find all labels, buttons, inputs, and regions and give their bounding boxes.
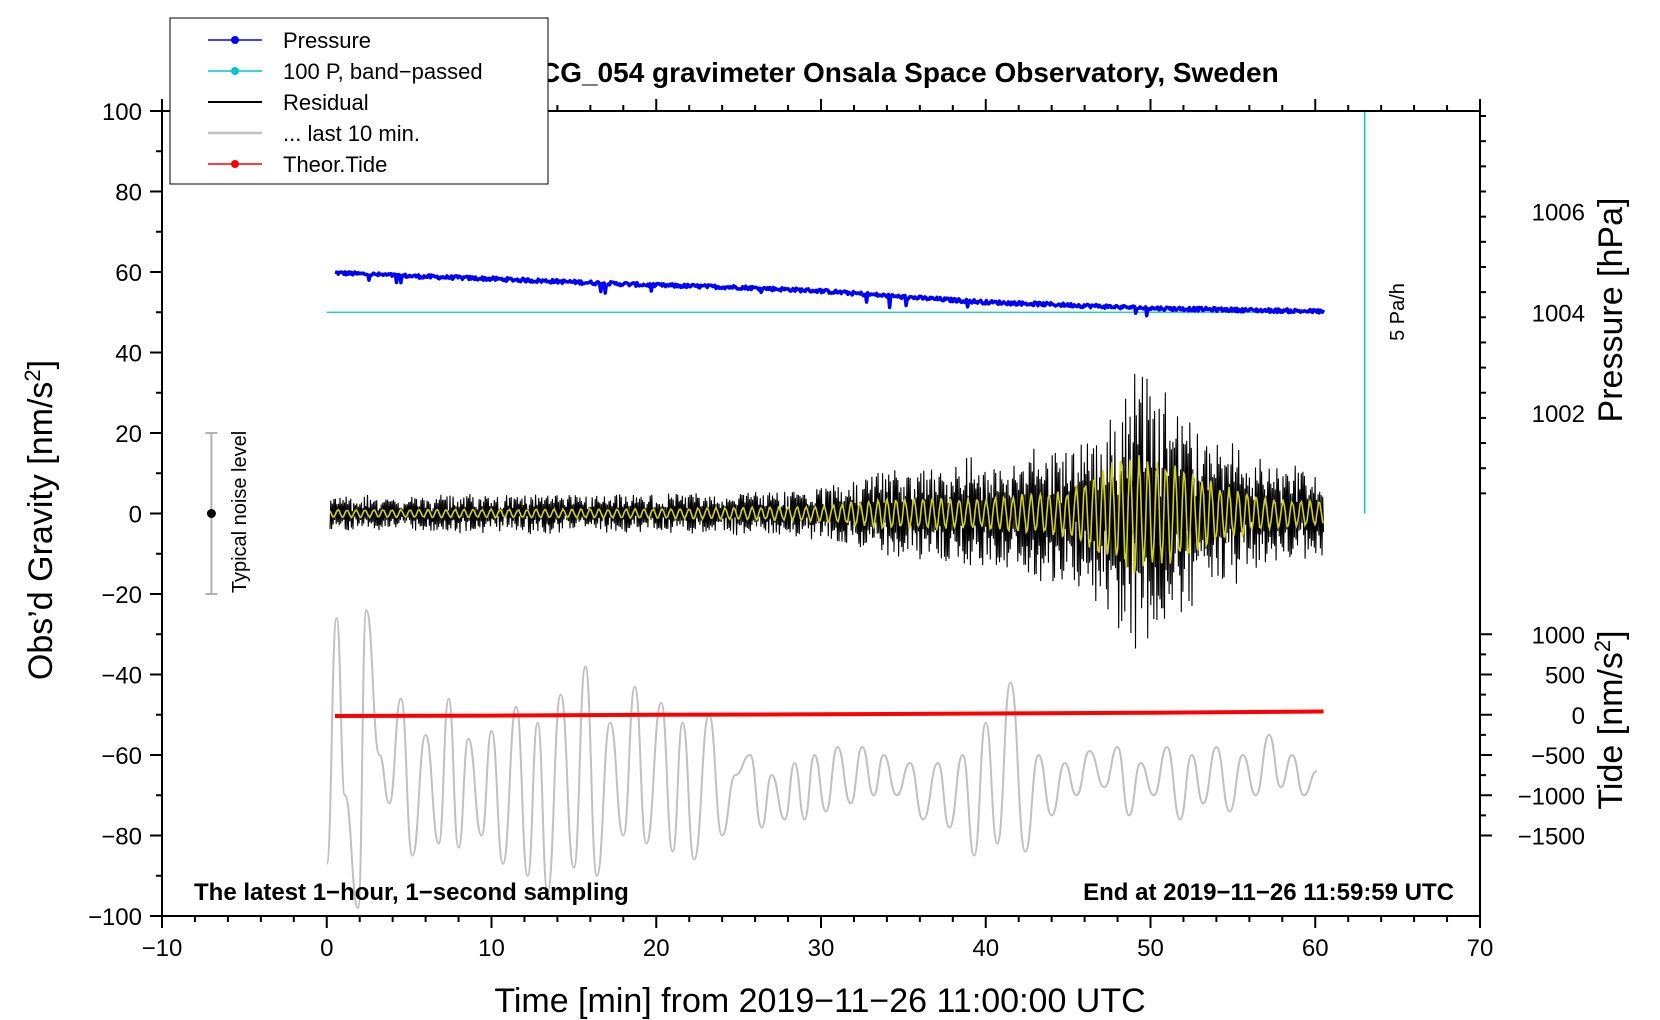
legend-label-theor-tide: Theor.Tide <box>283 152 387 177</box>
y-axis-tick-label: 100 <box>102 99 142 126</box>
y-axis-tick-label: 60 <box>115 260 142 287</box>
legend-label-band-passed: 100 P, band−passed <box>283 59 483 84</box>
noise-level-label: Typical noise level <box>229 431 251 593</box>
legend-marker-band-passed <box>231 67 239 75</box>
pressure-axis-tick-label: 1004 <box>1532 300 1585 327</box>
plot-frame <box>161 110 1481 917</box>
series-theor-tide-line <box>334 709 1324 718</box>
series-band-passed-signal <box>329 455 1324 573</box>
y-axis-tick-label: −80 <box>101 824 142 851</box>
legend-entry-residual: Residual <box>208 90 369 115</box>
y-axis-tick-label: −60 <box>101 743 142 770</box>
y-axis-title-pressure: Pressure [hPa] <box>1592 198 1630 423</box>
legend-entry-theor-tide: Theor.Tide <box>208 152 387 177</box>
y-axis-tick-label: −40 <box>101 663 142 690</box>
annotation-end-time: End at 2019−11−26 11:59:59 UTC <box>1083 879 1454 906</box>
chart-title: SCG_054 gravimeter Onsala Space Observat… <box>521 57 1278 88</box>
x-axis-tick-label: 30 <box>808 935 835 962</box>
tide-axis-tick-label: 1000 <box>1532 622 1585 649</box>
legend-label-pressure: Pressure <box>283 28 371 53</box>
legend-label-last-10-min: ... last 10 min. <box>283 121 420 146</box>
noise-bar-center-dot <box>206 509 216 518</box>
series-pressure-line <box>334 270 1326 318</box>
series-residual-line <box>329 373 1325 649</box>
legend-entry-band-passed: 100 P, band−passed <box>208 59 483 84</box>
y-axis-title-left: Obs’d Gravity [nm/s2] <box>20 360 60 680</box>
rate-bar-label: 5 Pa/h <box>1387 283 1409 341</box>
y-axis-tick-label: 40 <box>115 341 142 368</box>
x-axis-tick-label: 40 <box>972 935 999 962</box>
x-axis-tick-label: 10 <box>478 935 505 962</box>
legend-entry-pressure: Pressure <box>208 28 371 53</box>
pressure-axis-tick-label: 1002 <box>1532 401 1585 428</box>
y-axis-tick-label: −100 <box>88 904 142 931</box>
x-axis-tick-label: −10 <box>142 935 183 962</box>
tide-axis-tick-label: −500 <box>1531 743 1585 770</box>
tide-axis-tick-label: 500 <box>1545 663 1585 690</box>
x-axis-tick-label: 70 <box>1467 935 1494 962</box>
legend-entry-last-10-min: ... last 10 min. <box>208 121 420 146</box>
pressure-axis-tick-label: 1006 <box>1532 200 1585 227</box>
y-axis-tick-label: 0 <box>129 502 142 529</box>
axis-layer: −10 0 10 20 30 40 50 60 70100806040200−20−40−60−… <box>88 99 1585 962</box>
x-axis-tick-label: 20 <box>643 935 670 962</box>
tide-axis-tick-label: 0 <box>1572 703 1585 730</box>
x-axis-tick-label: 0 <box>320 935 333 962</box>
x-axis-tick-label: 60 <box>1302 935 1329 962</box>
legend: Pressure 100 P, band−passed Residual ...… <box>169 17 549 185</box>
series-last-10-min-line <box>325 609 1318 910</box>
tide-axis-tick-label: −1500 <box>1518 824 1585 851</box>
x-axis-tick-label: 50 <box>1137 935 1164 962</box>
annotation-sampling: The latest 1−hour, 1−second sampling <box>194 879 629 906</box>
legend-label-residual: Residual <box>283 90 369 115</box>
tide-axis-tick-label: −1000 <box>1518 783 1585 810</box>
y-axis-title-tide: Tide [nm/s2] <box>1590 630 1630 809</box>
legend-marker-pressure <box>231 36 239 44</box>
y-axis-tick-label: 80 <box>115 180 142 207</box>
series-layer <box>205 111 1366 910</box>
legend-marker-theor-tide <box>231 160 239 168</box>
y-axis-tick-label: −20 <box>101 582 142 609</box>
y-axis-tick-label: 20 <box>115 421 142 448</box>
x-axis-title: Time [min] from 2019−11−26 11:00:00 UTC <box>494 982 1145 1020</box>
